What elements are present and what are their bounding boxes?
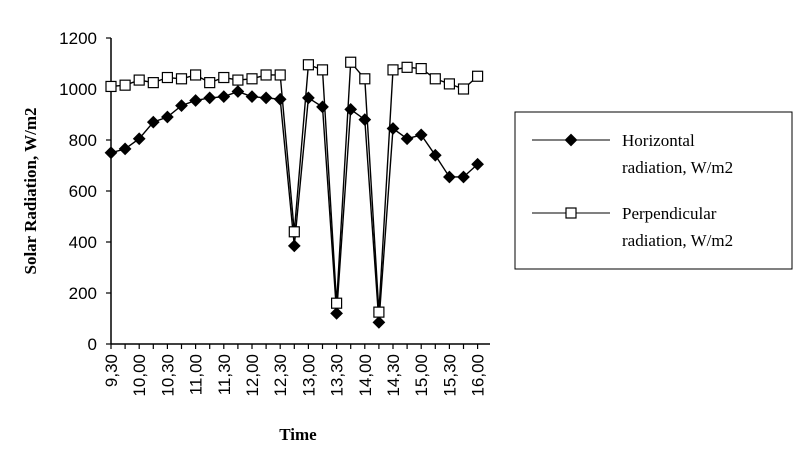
- horizontal-point: [443, 171, 456, 184]
- y-tick-label: 1200: [59, 29, 97, 48]
- line-chart: 0 200 400 600 800 1000 1200 9,30 10,00 10,30 11,0…: [0, 0, 800, 456]
- series-line-1: [111, 62, 478, 312]
- perpendicular-point: [134, 75, 144, 85]
- x-tick-label: 16,00: [469, 354, 488, 397]
- legend-label-horizontal-line1: Horizontal: [622, 131, 695, 150]
- x-tick-label: 10,00: [130, 354, 149, 397]
- perpendicular-point: [261, 70, 271, 80]
- horizontal-point: [401, 132, 414, 145]
- horizontal-point: [203, 92, 216, 105]
- perpendicular-point: [473, 71, 483, 81]
- horizontal-point: [274, 93, 287, 106]
- y-axis-ticks: 0 200 400 600 800 1000 1200: [59, 29, 111, 354]
- perpendicular-point: [346, 57, 356, 67]
- x-axis-title: Time: [279, 425, 317, 444]
- horizontal-point: [189, 94, 202, 107]
- series-line-0: [111, 92, 478, 323]
- horizontal-point: [330, 307, 343, 320]
- x-tick-label: 13,30: [328, 354, 347, 397]
- perpendicular-point: [219, 73, 229, 83]
- perpendicular-point: [444, 79, 454, 89]
- horizontal-point: [119, 143, 132, 156]
- perpendicular-point: [177, 74, 187, 84]
- legend-label-perpendicular-line1: Perpendicular: [622, 204, 717, 223]
- horizontal-point: [105, 146, 118, 159]
- perpendicular-point: [459, 84, 469, 94]
- perpendicular-point: [430, 74, 440, 84]
- y-tick-label: 200: [69, 284, 97, 303]
- horizontal-point: [429, 149, 442, 162]
- perpendicular-point: [416, 64, 426, 74]
- horizontal-point: [344, 103, 357, 116]
- perpendicular-point: [120, 80, 130, 90]
- series-group: [105, 57, 484, 328]
- legend-label-perpendicular-line2: radiation, W/m2: [622, 231, 733, 250]
- horizontal-point: [373, 316, 386, 329]
- x-tick-label: 9,30: [102, 354, 121, 387]
- x-tick-label: 12,00: [243, 354, 262, 397]
- x-tick-label: 14,30: [384, 354, 403, 397]
- horizontal-point: [316, 100, 329, 113]
- perpendicular-point: [332, 298, 342, 308]
- y-tick-label: 600: [69, 182, 97, 201]
- horizontal-point: [302, 92, 315, 105]
- y-tick-label: 1000: [59, 80, 97, 99]
- horizontal-point: [288, 239, 301, 252]
- horizontal-point: [246, 90, 259, 103]
- perpendicular-point: [191, 70, 201, 80]
- perpendicular-point: [205, 78, 215, 88]
- legend: Horizontal radiation, W/m2 Perpendicular…: [515, 112, 792, 269]
- horizontal-point: [260, 92, 273, 105]
- x-tick-label: 11,30: [215, 354, 234, 395]
- perpendicular-point: [374, 307, 384, 317]
- perpendicular-point: [247, 74, 257, 84]
- perpendicular-point: [360, 74, 370, 84]
- y-axis-title: Solar Radiation, W/m2: [21, 107, 40, 274]
- y-tick-label: 0: [88, 335, 97, 354]
- y-tick-label: 800: [69, 131, 97, 150]
- horizontal-point: [217, 90, 230, 103]
- x-tick-label: 10,30: [158, 354, 177, 397]
- x-tick-label: 14,00: [356, 354, 375, 397]
- perpendicular-point: [289, 227, 299, 237]
- x-axis-ticks: 9,30 10,00 10,30 11,00 11,30 12,00 12,30 13,00 1…: [102, 344, 488, 397]
- perpendicular-point: [318, 65, 328, 75]
- perpendicular-point: [388, 65, 398, 75]
- perpendicular-point: [233, 75, 243, 85]
- perpendicular-point: [148, 78, 158, 88]
- x-tick-label: 15,00: [412, 354, 431, 397]
- y-tick-label: 400: [69, 233, 97, 252]
- perpendicular-point: [303, 60, 313, 70]
- perpendicular-point: [402, 62, 412, 72]
- x-tick-label: 15,30: [440, 354, 459, 397]
- horizontal-point: [358, 113, 371, 126]
- x-tick-label: 13,00: [299, 354, 318, 397]
- perpendicular-point: [162, 73, 172, 83]
- x-tick-label: 12,30: [271, 354, 290, 397]
- perpendicular-point: [106, 81, 116, 91]
- horizontal-point: [415, 129, 428, 142]
- x-tick-label: 11,00: [187, 354, 206, 395]
- legend-label-horizontal-line2: radiation, W/m2: [622, 158, 733, 177]
- perpendicular-point: [275, 70, 285, 80]
- horizontal-point: [232, 85, 245, 98]
- legend-marker-perpendicular: [566, 208, 576, 218]
- horizontal-point: [387, 122, 400, 135]
